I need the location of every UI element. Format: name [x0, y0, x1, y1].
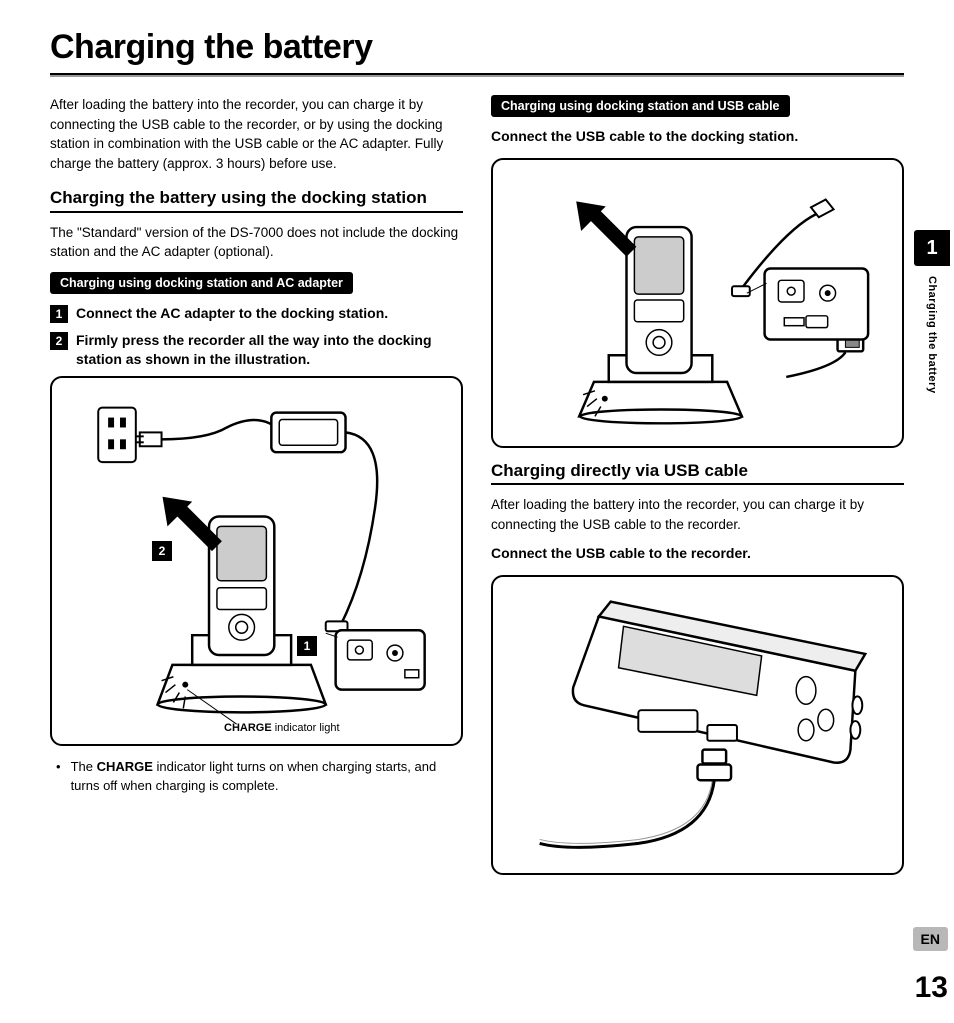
- page-title: Charging the battery: [50, 28, 904, 67]
- chapter-label: Charging the battery: [926, 276, 938, 394]
- language-badge: EN: [913, 927, 948, 951]
- figure-docking-ac: 2 1 CHARGE indicator light: [50, 376, 463, 746]
- figure-usb-direct: [491, 575, 904, 875]
- side-tab: 1 Charging the battery: [910, 230, 954, 394]
- content-columns: After loading the battery into the recor…: [50, 95, 904, 887]
- chapter-number: 1: [914, 230, 950, 266]
- manual-page: Charging the battery After loading the b…: [0, 0, 954, 1023]
- title-rule: [50, 73, 904, 77]
- docking-ac-diagram: [52, 378, 461, 744]
- bullet-dot: •: [56, 758, 61, 794]
- subheading-usb-direct: Charging directly via USB cable: [491, 460, 904, 485]
- method-bar-ac: Charging using docking station and AC ad…: [50, 272, 353, 294]
- subheading-docking: Charging the battery using the docking s…: [50, 187, 463, 212]
- note-text: The "Standard" version of the DS-7000 do…: [50, 223, 463, 262]
- bullet-text: The CHARGE indicator light turns on when…: [71, 758, 463, 794]
- step-number-2: 2: [50, 332, 68, 350]
- left-column: After loading the battery into the recor…: [50, 95, 463, 887]
- step-text-2: Firmly press the recorder all the way in…: [76, 331, 463, 369]
- figure-docking-usb: [491, 158, 904, 448]
- step-2: 2 Firmly press the recorder all the way …: [50, 331, 463, 369]
- instruction-usb-direct: Connect the USB cable to the recorder.: [491, 544, 904, 563]
- charge-caption: CHARGE indicator light: [224, 722, 340, 734]
- docking-usb-diagram: [493, 160, 902, 446]
- page-number: 13: [915, 971, 948, 1005]
- bullet-charge: • The CHARGE indicator light turns on wh…: [50, 758, 463, 794]
- callout-2: 2: [152, 541, 172, 561]
- step-number-1: 1: [50, 305, 68, 323]
- body-usb-direct: After loading the battery into the recor…: [491, 495, 904, 534]
- instruction-usb-dock: Connect the USB cable to the docking sta…: [491, 127, 904, 146]
- step-1: 1 Connect the AC adapter to the docking …: [50, 304, 463, 323]
- right-column: Charging using docking station and USB c…: [491, 95, 904, 887]
- step-text-1: Connect the AC adapter to the docking st…: [76, 304, 388, 323]
- method-bar-usb-dock: Charging using docking station and USB c…: [491, 95, 790, 117]
- intro-text: After loading the battery into the recor…: [50, 95, 463, 173]
- usb-direct-diagram: [493, 577, 902, 873]
- callout-1: 1: [297, 636, 317, 656]
